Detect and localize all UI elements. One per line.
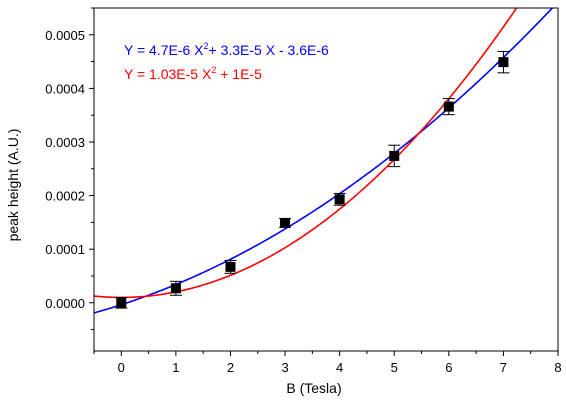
data-points (115, 51, 509, 308)
y-tick-label: 0.0000 (45, 296, 85, 311)
x-tick-label: 2 (227, 360, 234, 375)
data-point (225, 262, 235, 272)
x-tick-label: 1 (172, 360, 179, 375)
y-tick-label: 0.0005 (45, 28, 85, 43)
x-axis-title: B (Tesla) (286, 380, 341, 396)
data-point (389, 151, 399, 161)
y-tick-label: 0.0003 (45, 135, 85, 150)
data-point (171, 283, 181, 293)
ticks-layer (89, 8, 558, 356)
data-point (116, 298, 126, 308)
x-tick-label: 0 (118, 360, 125, 375)
plot-frame (94, 8, 558, 351)
y-tick-label: 0.0002 (45, 189, 85, 204)
blue-fit-equation: Y = 4.7E-6 X2+ 3.3E-5 X - 3.6E-6 (124, 41, 329, 58)
x-tick-label: 7 (500, 360, 507, 375)
x-tick-label: 8 (554, 360, 561, 375)
y-tick-label: 0.0004 (45, 81, 85, 96)
y-tick-label: 0.0001 (45, 242, 85, 257)
x-tick-label: 6 (445, 360, 452, 375)
x-tick-label: 3 (281, 360, 288, 375)
y-axis-title: peak height (A.U.) (5, 129, 21, 242)
data-point (335, 194, 345, 204)
data-point (280, 218, 290, 228)
data-point (498, 57, 508, 67)
x-tick-label: 4 (336, 360, 343, 375)
tick-labels: 0 1 2 3 4 5 6 7 8 0.0000 0.0001 0.0002 0.0003 0.0004 0… (45, 28, 561, 375)
data-point (444, 102, 454, 112)
x-tick-label: 5 (391, 360, 398, 375)
red-fit-equation: Y = 1.03E-5 X2 + 1E-5 (124, 65, 262, 82)
